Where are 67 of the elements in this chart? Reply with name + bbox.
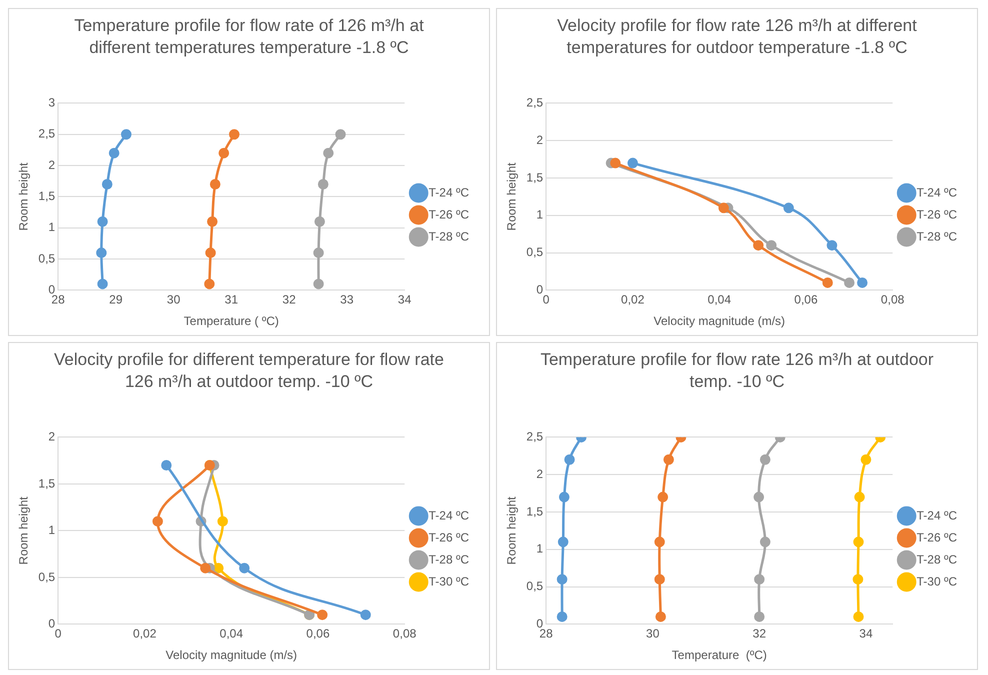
legend-label: T-30 ºC [916, 574, 958, 588]
x-tick-label: 32 [282, 292, 296, 307]
x-tick-label: 0,02 [621, 292, 645, 307]
y-tick-label: 2,5 [526, 430, 544, 444]
y-tick-label: 2 [536, 466, 544, 481]
y-tick-label: 1,5 [526, 170, 544, 184]
legend-label: T-28 ºC [428, 552, 470, 566]
x-tick-label: 30 [646, 626, 660, 641]
x-tick-label: 0,08 [392, 626, 417, 641]
y-tick-label: 2 [48, 430, 56, 444]
y-tick-label: 0,5 [38, 251, 56, 266]
x-tick-label: 34 [859, 626, 873, 641]
y-tick-label: 1 [48, 523, 56, 538]
x-tick-label: 0,04 [220, 626, 244, 641]
legend-label: T-24 ºC [916, 508, 958, 522]
y-tick-label: 3 [48, 96, 56, 110]
y-tick-label: 1,5 [526, 504, 544, 518]
y-tick-label: 2 [48, 158, 56, 172]
legend-label: T-26 ºC [916, 530, 958, 544]
y-tick-label: 1,5 [38, 189, 56, 204]
chart-title: Temperature profile for flow rate 126 m³/h at outdoor temp. -10 ºC [539, 349, 935, 393]
y-tick-label: 1 [536, 208, 544, 222]
x-tick-label: 30 [166, 292, 181, 307]
legend-label: T-28 ºC [428, 229, 470, 244]
y-axis-title: Room height [504, 162, 519, 231]
x-tick-label: 28 [539, 626, 554, 641]
x-tick-label: 0,04 [708, 292, 732, 307]
y-tick-label: 0,5 [38, 570, 56, 584]
chart-title: Velocity profile for different temperature for flow rate 126 m³/h at outdoor temp. -10 ºC [53, 349, 445, 393]
x-tick-label: 34 [398, 292, 412, 307]
legend-label: T-30 ºC [428, 574, 470, 588]
x-axis-title: Velocity magnitude (m/s) [654, 314, 786, 328]
x-tick-label: 0,06 [794, 292, 818, 307]
y-tick-label: 2 [536, 132, 544, 147]
x-tick-label: 32 [752, 626, 766, 641]
y-tick-label: 0 [536, 282, 544, 297]
y-axis-title: Room height [504, 496, 519, 565]
y-tick-label: 0,5 [526, 245, 544, 260]
x-tick-label: 0,02 [133, 626, 157, 641]
legend-label: T-28 ºC [916, 552, 958, 566]
y-tick-label: 1,5 [38, 476, 56, 490]
x-axis-title: Temperature (ºC) [672, 648, 767, 662]
legend-label: T-24 ºC [916, 185, 958, 200]
y-tick-label: 0,5 [526, 579, 544, 594]
x-tick-label: 33 [340, 292, 354, 307]
legend-label: T-26 ºC [916, 207, 958, 222]
x-tick-label: 31 [224, 292, 238, 307]
x-axis-title: Temperature ( ºC) [184, 314, 279, 328]
x-tick-label: 0,06 [306, 626, 330, 641]
legend-label: T-24 ºC [428, 508, 470, 522]
legend-label: T-26 ºC [428, 530, 470, 544]
y-tick-label: 0 [48, 616, 56, 631]
y-tick-label: 2,5 [526, 96, 544, 110]
legend-label: T-28 ºC [916, 229, 958, 244]
chart-title: Velocity profile for flow rate 126 m³/h at different temperatures for outdoor temperature -1.8 ºC [556, 15, 918, 59]
chart-title: Temperature profile for flow rate of 126 m³/h at different temperatures temperature -1.8 ºC [73, 15, 425, 59]
y-axis-title: Room height [16, 162, 31, 231]
x-tick-label: 28 [51, 292, 66, 307]
legend-label: T-26 ºC [428, 207, 470, 222]
x-tick-label: 0,08 [880, 292, 905, 307]
x-tick-label: 29 [109, 292, 123, 307]
y-tick-label: 1 [536, 542, 544, 556]
y-tick-label: 2,5 [38, 126, 56, 141]
y-axis-title: Room height [16, 496, 31, 565]
y-tick-label: 1 [48, 220, 56, 234]
x-axis-title: Velocity magnitude (m/s) [166, 648, 298, 662]
legend-label: T-24 ºC [428, 185, 470, 200]
